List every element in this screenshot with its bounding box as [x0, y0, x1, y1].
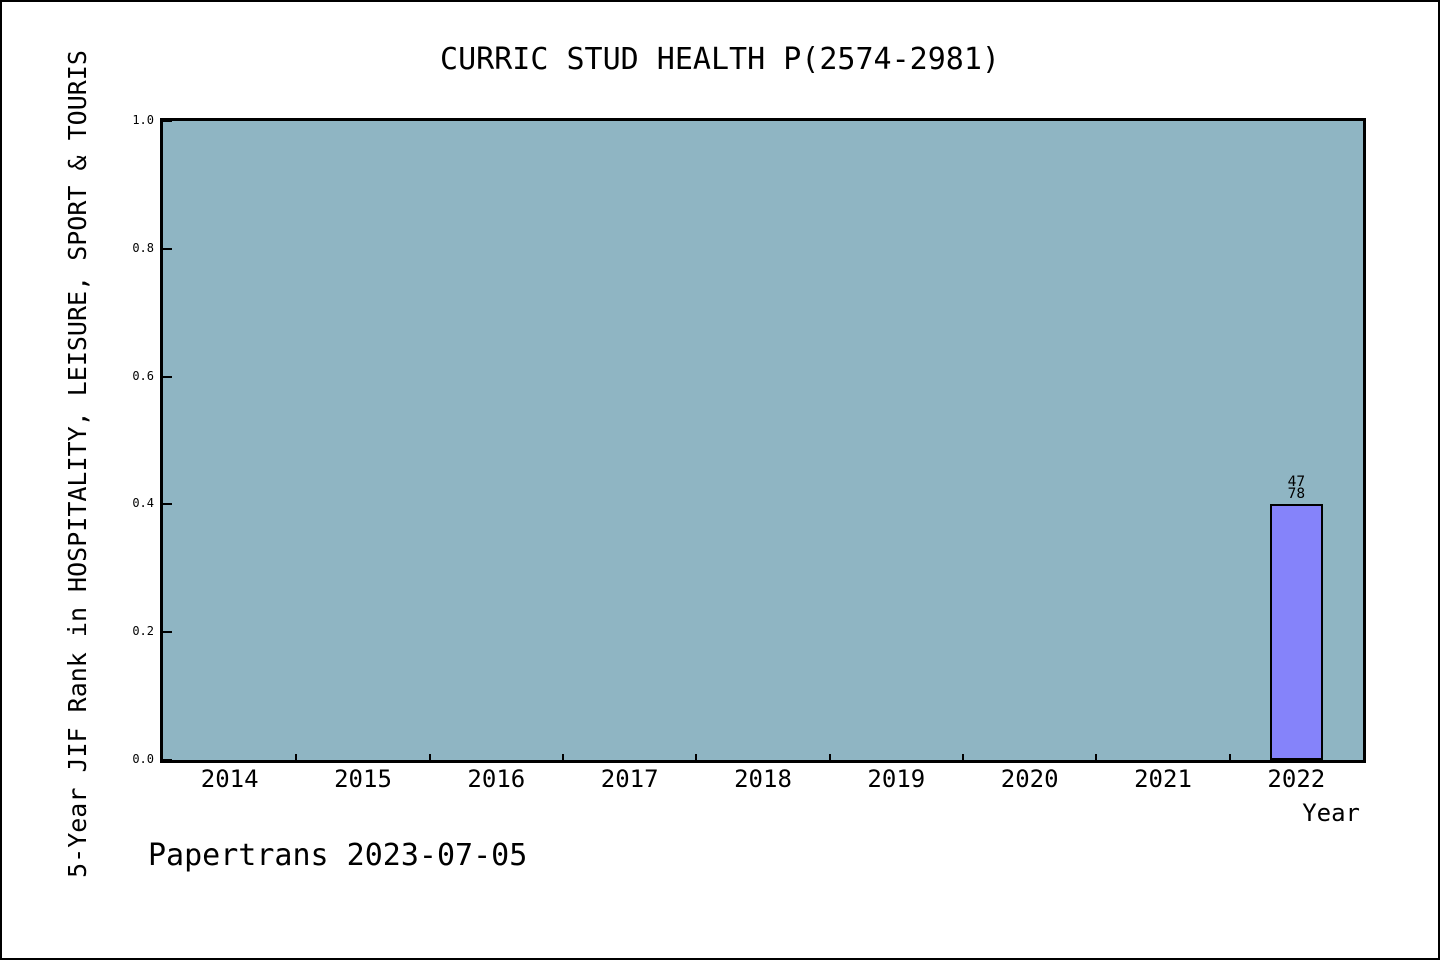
y-tick-mark: [163, 375, 172, 378]
x-tick-label: 2016: [467, 765, 526, 793]
y-tick-label: 0.0: [132, 752, 154, 766]
y-tick-mark: [163, 120, 172, 122]
x-tick-label: 2017: [600, 765, 659, 793]
bar-annotation-line: 78: [1287, 485, 1306, 502]
x-tick-mark: [1228, 754, 1231, 760]
x-tick-mark: [1095, 754, 1098, 760]
plot-area: 47 78: [160, 118, 1366, 763]
bar-annotation-line: 47: [1287, 474, 1306, 491]
y-tick-label: 0.2: [132, 624, 154, 639]
x-tick-label: 2020: [1000, 765, 1059, 793]
y-tick-label: 1.0: [132, 113, 154, 127]
x-tick-mark: [828, 754, 831, 760]
x-tick-label: 2022: [1267, 765, 1326, 793]
chart-title: CURRIC STUD HEALTH P(2574-2981): [440, 42, 1000, 77]
y-tick-label: 0.4: [132, 496, 154, 511]
x-axis-label: Year: [1302, 799, 1360, 827]
y-tick-mark: [163, 247, 172, 250]
bar-annotation: 47 78: [1287, 474, 1306, 502]
x-tick-mark: [962, 754, 964, 760]
y-axis-label: 5-Year JIF Rank in HOSPITALITY, LEISURE,…: [63, 50, 92, 878]
x-tick-mark: [295, 754, 298, 760]
bar: [1269, 504, 1323, 760]
x-tick-label: 2014: [200, 765, 259, 793]
y-tick-mark: [163, 759, 172, 761]
y-tick-mark: [163, 503, 172, 506]
x-tick-mark: [428, 754, 431, 760]
y-tick-label: 0.8: [132, 240, 154, 255]
x-tick-label: 2019: [867, 765, 926, 793]
y-tick-label: 0.6: [132, 368, 154, 383]
watermark-text: Papertrans 2023-07-05: [148, 838, 528, 873]
x-tick-label: 2018: [734, 765, 792, 793]
x-tick-mark: [562, 754, 564, 760]
y-tick-mark: [163, 631, 172, 634]
x-tick-label: 2021: [1134, 765, 1192, 793]
x-tick-mark: [695, 754, 698, 760]
x-tick-label: 2015: [334, 765, 392, 793]
